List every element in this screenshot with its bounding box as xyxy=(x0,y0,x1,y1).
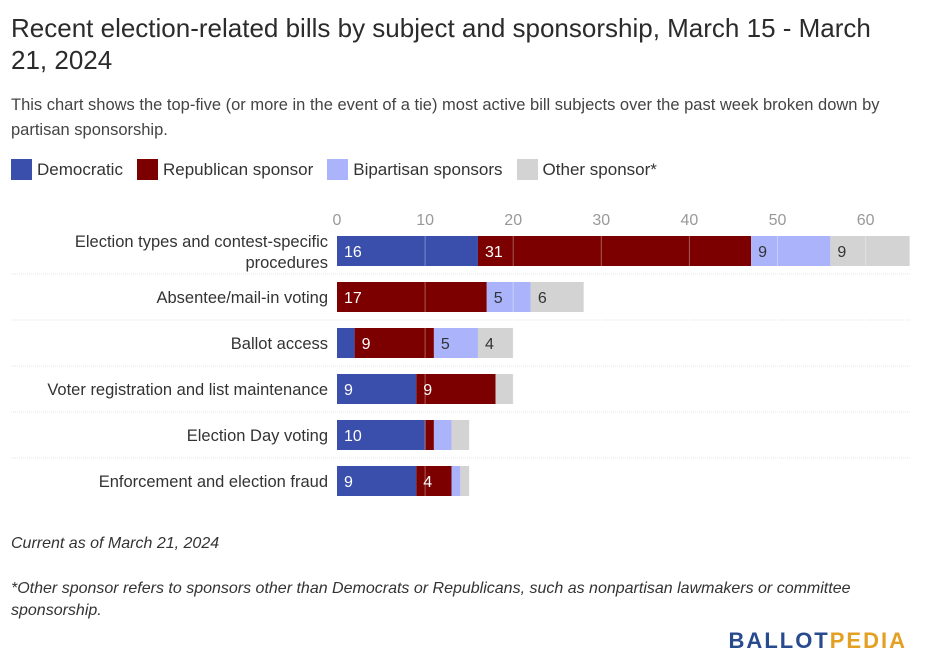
data-label: 5 xyxy=(441,336,450,353)
category-label-line: Election Day voting xyxy=(187,427,328,445)
ballotpedia-logo: BALLOTPEDIA xyxy=(729,628,907,654)
as-of-note: Current as of March 21, 2024 xyxy=(11,535,220,552)
legend-label: Republican sponsor xyxy=(162,159,314,179)
bar-segment xyxy=(477,328,514,358)
x-tick-label: 40 xyxy=(681,212,699,229)
data-label: 5 xyxy=(494,290,503,307)
data-label: 4 xyxy=(423,474,432,491)
legend-label: Other sponsor* xyxy=(542,159,657,179)
category-label-line: procedures xyxy=(245,254,328,272)
legend: Democratic Republican sponsor Bipartisan… xyxy=(11,159,671,180)
data-label: 16 xyxy=(344,244,362,261)
footnote: *Other sponsor refers to sponsors other … xyxy=(11,580,851,619)
category-label: Absentee/mail-in voting xyxy=(156,289,328,307)
bar-segment xyxy=(337,236,478,266)
data-label: 9 xyxy=(423,382,432,399)
bar-segment xyxy=(830,236,910,266)
legend-item-bipartisan: Bipartisan sponsors xyxy=(327,159,503,180)
chart-subtitle: This chart shows the top-five (or more i… xyxy=(11,96,880,139)
data-label: 6 xyxy=(538,290,547,307)
bar-segment xyxy=(354,328,434,358)
legend-swatch-other xyxy=(516,159,538,180)
data-label: 9 xyxy=(362,336,371,353)
data-label: 17 xyxy=(344,290,362,307)
legend-item-democratic: Democratic xyxy=(11,159,123,180)
bar-segment xyxy=(460,466,470,496)
chart-title: Recent election-related bills by subject… xyxy=(11,13,871,75)
bar-segment xyxy=(530,282,584,312)
category-label-line: Ballot access xyxy=(231,335,328,353)
bar-segment xyxy=(495,374,514,404)
legend-label: Bipartisan sponsors xyxy=(353,159,503,179)
x-tick-label: 20 xyxy=(504,212,522,229)
category-label: Enforcement and election fraud xyxy=(99,473,328,491)
category-label: Election Day voting xyxy=(187,427,328,445)
data-label: 9 xyxy=(344,382,353,399)
bar-segment xyxy=(416,466,452,496)
bar-segment xyxy=(751,236,831,266)
legend-label: Democratic xyxy=(37,159,123,179)
data-label: 9 xyxy=(758,244,767,261)
category-label: Ballot access xyxy=(231,335,328,353)
x-tick-label: 0 xyxy=(333,212,342,229)
category-label-line: Election types and contest-specific xyxy=(75,233,328,251)
logo-part-pedia: PEDIA xyxy=(829,628,907,653)
logo-part-ballot: BALLOT xyxy=(728,628,830,653)
category-label-line: Enforcement and election fraud xyxy=(99,473,328,491)
bar-segment xyxy=(337,420,426,450)
bar-segment xyxy=(451,420,470,450)
bar-segment xyxy=(416,374,496,404)
legend-swatch-bipartisan xyxy=(327,159,349,180)
x-tick-label: 10 xyxy=(416,212,434,229)
bar-segment xyxy=(337,328,355,358)
x-tick-label: 60 xyxy=(857,212,875,229)
legend-item-other: Other sponsor* xyxy=(516,159,657,180)
stacked-bar-chart: 0 10 20 30 40 50 60 Election types and contest-… xyxy=(11,212,910,498)
bar-segment xyxy=(425,420,434,450)
data-label: 10 xyxy=(344,428,362,445)
x-tick-label: 50 xyxy=(769,212,787,229)
category-label: Voter registration and list maintenance xyxy=(47,381,328,399)
data-label: 4 xyxy=(485,336,494,353)
legend-swatch-republican xyxy=(136,159,158,180)
x-tick-label: 30 xyxy=(592,212,610,229)
bar-segment xyxy=(337,374,417,404)
bar-segment xyxy=(337,282,487,312)
category-label: Election types and contest-specific proce… xyxy=(75,233,328,272)
legend-swatch-democratic xyxy=(11,159,32,180)
category-label-line: Voter registration and list maintenance xyxy=(47,381,328,399)
data-label: 31 xyxy=(485,244,503,261)
data-label: 9 xyxy=(344,474,353,491)
legend-item-republican: Republican sponsor xyxy=(136,159,314,180)
bar-segment xyxy=(433,420,452,450)
bar-segment xyxy=(337,466,417,496)
bar-segment xyxy=(451,466,461,496)
bar-segment xyxy=(486,282,531,312)
bar-segment xyxy=(433,328,478,358)
data-label: 9 xyxy=(837,244,846,261)
bar-segment xyxy=(477,236,752,266)
category-label-line: Absentee/mail-in voting xyxy=(156,289,328,307)
